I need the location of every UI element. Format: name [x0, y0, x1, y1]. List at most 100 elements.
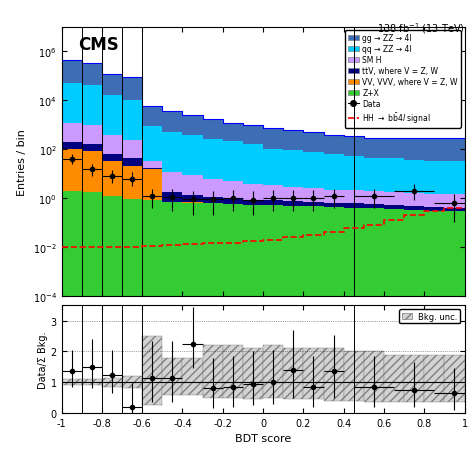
- FancyBboxPatch shape: [122, 376, 142, 388]
- Polygon shape: [444, 139, 465, 162]
- Polygon shape: [404, 194, 424, 207]
- FancyBboxPatch shape: [344, 352, 364, 401]
- Polygon shape: [122, 200, 142, 459]
- FancyBboxPatch shape: [102, 378, 122, 387]
- Polygon shape: [303, 207, 323, 459]
- Polygon shape: [344, 157, 364, 190]
- Polygon shape: [182, 203, 202, 459]
- Polygon shape: [202, 204, 223, 459]
- Polygon shape: [424, 195, 444, 207]
- FancyBboxPatch shape: [384, 355, 404, 403]
- FancyBboxPatch shape: [404, 355, 424, 403]
- Polygon shape: [384, 193, 404, 206]
- Polygon shape: [162, 173, 182, 193]
- Polygon shape: [122, 78, 142, 101]
- Polygon shape: [102, 75, 122, 96]
- Polygon shape: [384, 206, 404, 209]
- Polygon shape: [82, 63, 102, 86]
- FancyBboxPatch shape: [223, 346, 243, 398]
- Polygon shape: [243, 126, 263, 145]
- Polygon shape: [384, 159, 404, 193]
- Legend: Bkg. unc.: Bkg. unc.: [399, 310, 460, 324]
- Polygon shape: [122, 159, 142, 166]
- Polygon shape: [102, 155, 122, 162]
- Polygon shape: [122, 140, 142, 159]
- Polygon shape: [243, 206, 263, 459]
- Polygon shape: [82, 152, 102, 192]
- Polygon shape: [243, 184, 263, 200]
- Polygon shape: [82, 192, 102, 459]
- Polygon shape: [142, 201, 162, 459]
- Polygon shape: [384, 138, 404, 159]
- FancyBboxPatch shape: [162, 358, 182, 395]
- Polygon shape: [283, 202, 303, 206]
- FancyBboxPatch shape: [364, 352, 384, 403]
- Polygon shape: [364, 205, 384, 209]
- Polygon shape: [303, 189, 323, 202]
- Polygon shape: [102, 162, 122, 196]
- Polygon shape: [344, 204, 364, 208]
- Polygon shape: [283, 188, 303, 202]
- Polygon shape: [223, 142, 243, 182]
- Polygon shape: [323, 136, 344, 155]
- Polygon shape: [102, 136, 122, 155]
- Polygon shape: [102, 96, 122, 136]
- Polygon shape: [323, 203, 344, 207]
- FancyBboxPatch shape: [303, 349, 323, 399]
- Polygon shape: [283, 151, 303, 188]
- FancyBboxPatch shape: [444, 355, 465, 403]
- Polygon shape: [404, 207, 424, 210]
- FancyBboxPatch shape: [202, 346, 223, 398]
- Polygon shape: [243, 200, 263, 206]
- Polygon shape: [142, 162, 162, 168]
- Polygon shape: [182, 136, 202, 176]
- FancyBboxPatch shape: [263, 346, 283, 398]
- Polygon shape: [223, 123, 243, 142]
- Polygon shape: [323, 155, 344, 190]
- Polygon shape: [283, 206, 303, 459]
- Polygon shape: [263, 149, 283, 186]
- Polygon shape: [263, 201, 283, 206]
- Polygon shape: [82, 86, 102, 126]
- Polygon shape: [283, 131, 303, 151]
- Y-axis label: Data/Σ Bkg.: Data/Σ Bkg.: [38, 330, 48, 388]
- Polygon shape: [62, 84, 82, 123]
- FancyBboxPatch shape: [142, 336, 162, 405]
- Polygon shape: [364, 192, 384, 205]
- Polygon shape: [182, 116, 202, 136]
- Polygon shape: [323, 190, 344, 203]
- FancyBboxPatch shape: [182, 358, 202, 395]
- FancyBboxPatch shape: [82, 379, 102, 386]
- Y-axis label: Entries / bin: Entries / bin: [17, 129, 27, 195]
- Polygon shape: [202, 140, 223, 179]
- Polygon shape: [424, 139, 444, 162]
- Polygon shape: [142, 168, 162, 169]
- Polygon shape: [424, 162, 444, 195]
- FancyBboxPatch shape: [323, 349, 344, 401]
- Polygon shape: [202, 119, 223, 140]
- Polygon shape: [223, 199, 243, 205]
- Polygon shape: [62, 150, 82, 191]
- Polygon shape: [62, 142, 82, 150]
- Polygon shape: [202, 197, 223, 204]
- Polygon shape: [162, 112, 182, 132]
- Polygon shape: [364, 138, 384, 159]
- Polygon shape: [142, 169, 162, 201]
- FancyBboxPatch shape: [62, 379, 82, 386]
- Polygon shape: [424, 211, 444, 459]
- Polygon shape: [344, 136, 364, 157]
- Polygon shape: [122, 101, 142, 140]
- Polygon shape: [142, 106, 162, 127]
- Polygon shape: [364, 209, 384, 459]
- Polygon shape: [263, 129, 283, 149]
- Polygon shape: [102, 196, 122, 459]
- Polygon shape: [182, 195, 202, 203]
- Polygon shape: [444, 162, 465, 195]
- Polygon shape: [122, 166, 142, 200]
- Polygon shape: [202, 179, 223, 197]
- Polygon shape: [323, 208, 344, 459]
- Polygon shape: [82, 126, 102, 145]
- Polygon shape: [263, 186, 283, 201]
- FancyBboxPatch shape: [424, 355, 444, 403]
- Polygon shape: [82, 145, 102, 152]
